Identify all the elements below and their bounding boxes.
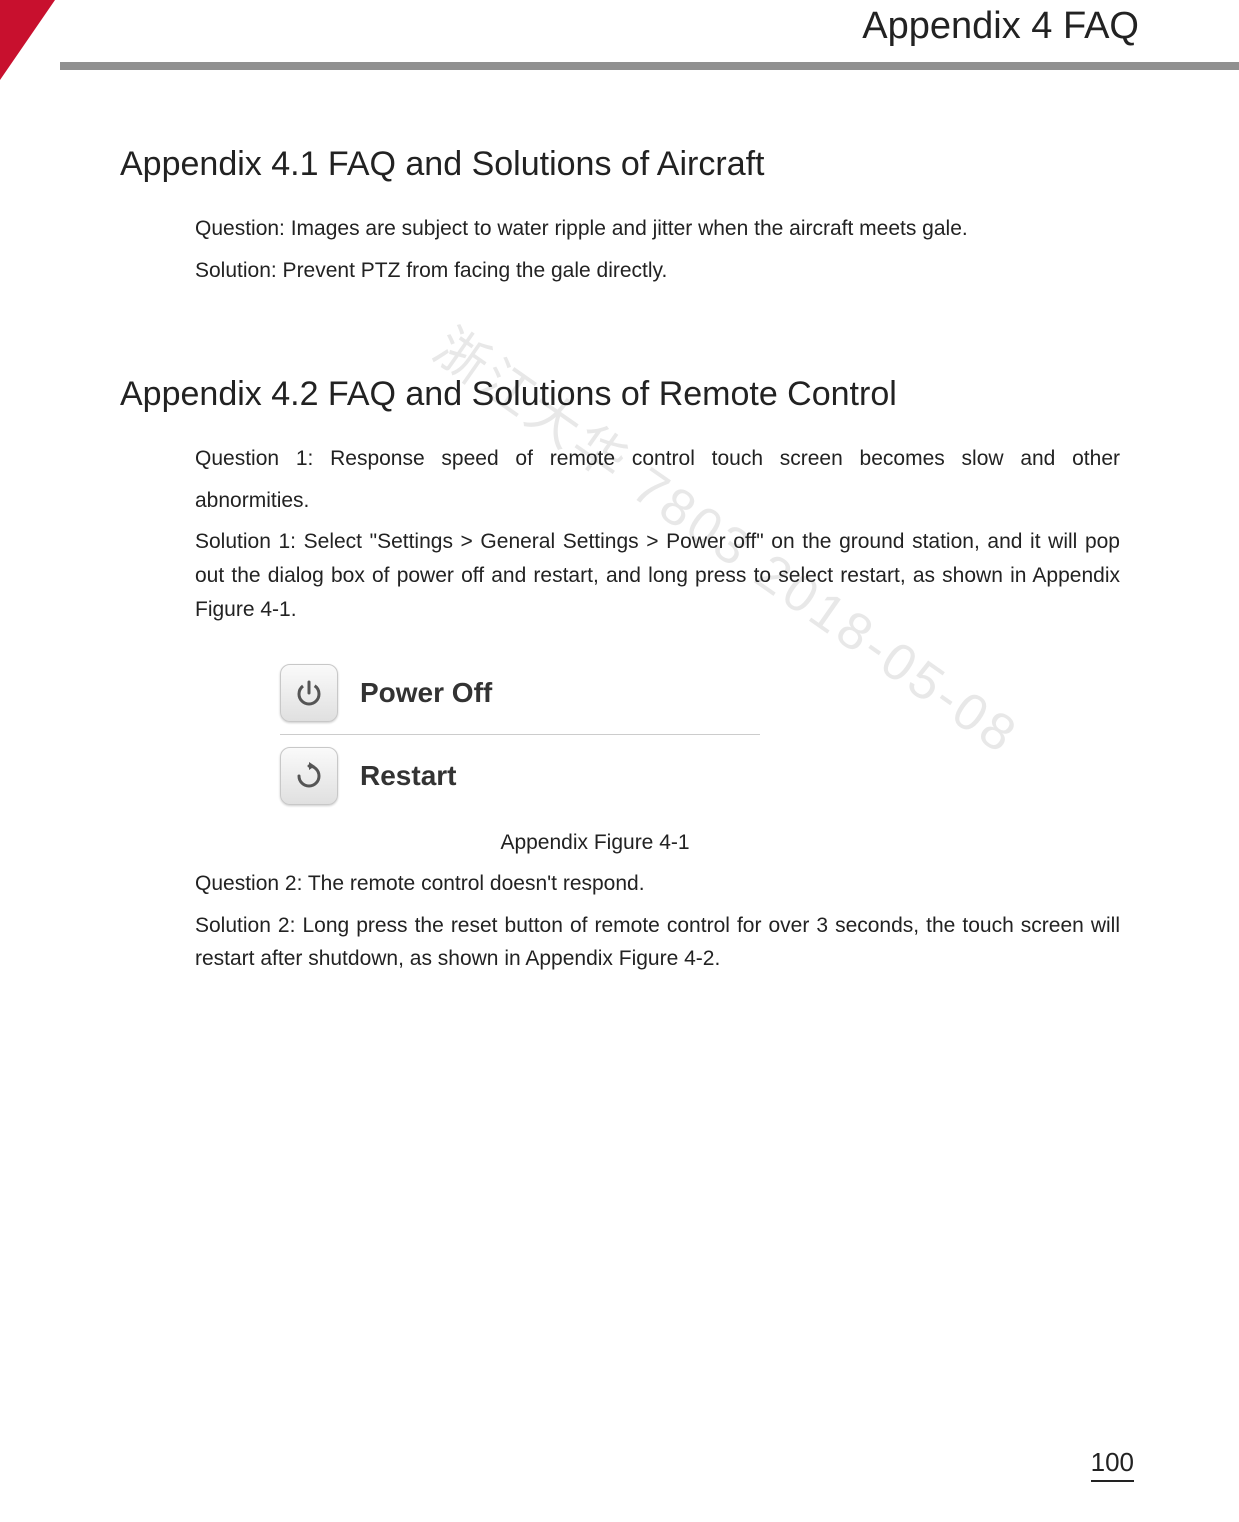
header-title: Appendix 4 FAQ — [862, 5, 1139, 48]
header-accent-triangle — [0, 0, 55, 80]
menu-item-restart: Restart — [280, 739, 780, 813]
power-off-label: Power Off — [360, 677, 492, 709]
main-content: Appendix 4.1 FAQ and Solutions of Aircra… — [120, 145, 1120, 984]
section-2-heading: Appendix 4.2 FAQ and Solutions of Remote… — [120, 375, 1120, 414]
page-header: Appendix 4 FAQ — [0, 0, 1239, 80]
restart-label: Restart — [360, 760, 456, 792]
section-2-s1: Solution 1: Select "Settings > General S… — [195, 525, 1120, 626]
figure-4-1-caption: Appendix Figure 4-1 — [195, 831, 995, 855]
figure-4-1: Power Off Restart — [280, 656, 780, 813]
menu-item-power-off: Power Off — [280, 656, 780, 730]
section-1-heading: Appendix 4.1 FAQ and Solutions of Aircra… — [120, 145, 1120, 184]
menu-divider — [280, 734, 760, 735]
section-2-q1-line1: Question 1: Response speed of remote con… — [195, 442, 1120, 476]
header-divider — [60, 62, 1239, 70]
power-off-icon — [280, 664, 338, 722]
section-2-q2: Question 2: The remote control doesn't r… — [195, 867, 1120, 901]
section-1-solution: Solution: Prevent PTZ from facing the ga… — [195, 254, 1120, 288]
page-number: 100 — [1091, 1447, 1134, 1482]
section-2-q1-line2: abnormities. — [195, 484, 1120, 518]
section-1-question: Question: Images are subject to water ri… — [195, 212, 1120, 246]
section-2-s2: Solution 2: Long press the reset button … — [195, 909, 1120, 976]
restart-icon — [280, 747, 338, 805]
